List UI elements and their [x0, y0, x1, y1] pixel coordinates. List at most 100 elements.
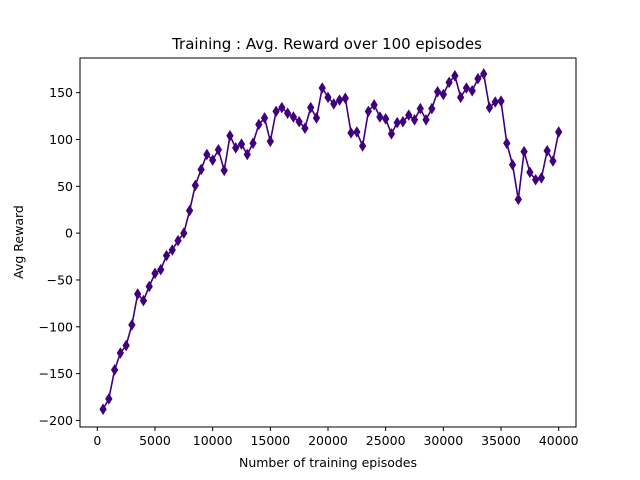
data-point-marker: [480, 68, 488, 80]
data-point-marker: [474, 72, 482, 85]
y-tick-label: 150: [49, 85, 73, 100]
data-point-marker: [203, 148, 211, 161]
data-point-marker: [318, 82, 326, 94]
x-tick-label: 40000: [539, 433, 579, 448]
y-tick-label: 100: [49, 132, 73, 147]
data-point-marker: [237, 138, 246, 150]
data-point-marker: [376, 111, 384, 123]
data-point-marker: [358, 140, 367, 152]
data-point-marker: [439, 88, 448, 101]
data-point-marker: [208, 154, 217, 166]
data-point-marker: [433, 85, 442, 98]
data-point-marker: [278, 101, 286, 114]
data-point-marker: [370, 99, 378, 111]
data-point-marker: [353, 126, 361, 138]
data-point-marker: [312, 112, 321, 124]
y-tick-label: −50: [47, 272, 73, 287]
data-point-marker: [283, 107, 292, 120]
data-point-marker: [387, 128, 396, 140]
y-tick-label: 50: [57, 179, 73, 194]
data-point-marker: [422, 114, 430, 126]
x-tick-label: 20000: [308, 433, 348, 448]
data-point-marker: [220, 164, 228, 177]
data-point-marker: [162, 249, 171, 262]
data-point-marker: [139, 294, 148, 307]
data-point-marker: [128, 319, 136, 331]
data-point-marker: [405, 109, 413, 121]
y-tick-label: −200: [39, 413, 73, 428]
data-point-marker: [260, 112, 269, 124]
data-point-marker: [335, 94, 344, 106]
data-point-marker: [416, 102, 424, 115]
data-point-marker: [226, 129, 234, 142]
data-point-marker: [330, 98, 338, 110]
data-point-marker: [526, 166, 534, 179]
data-point-marker: [503, 137, 511, 149]
x-tick-label: 5000: [139, 433, 171, 448]
y-axis: −200 −150 −100 −50 0 50 100 150: [39, 85, 80, 428]
data-point-marker: [289, 111, 298, 123]
x-tick-label: 30000: [423, 433, 463, 448]
data-point-marker: [301, 122, 309, 135]
data-point-marker: [174, 234, 182, 247]
data-point-marker: [491, 96, 499, 108]
data-point-marker: [451, 70, 459, 82]
x-axis-label: Number of training episodes: [239, 455, 417, 470]
data-point-marker: [249, 137, 257, 149]
data-point-marker: [324, 91, 332, 104]
x-tick-label: 25000: [366, 433, 406, 448]
data-point-marker: [266, 135, 274, 148]
data-point-marker: [295, 115, 303, 128]
data-point-marker: [543, 144, 551, 157]
data-point-marker: [428, 102, 436, 115]
data-point-marker: [99, 403, 107, 415]
y-tick-label: −150: [39, 366, 73, 381]
data-point-marker: [191, 179, 200, 192]
data-point-marker: [399, 115, 407, 128]
data-point-marker: [410, 114, 419, 126]
data-point-marker: [549, 155, 557, 167]
data-point-marker: [307, 101, 315, 114]
data-point-marker: [497, 95, 505, 107]
data-point-marker: [232, 142, 240, 154]
data-point-marker: [555, 126, 563, 138]
data-point-marker: [462, 82, 471, 94]
data-point-marker: [134, 288, 142, 300]
data-point-marker: [185, 204, 194, 217]
y-tick-label: −100: [39, 319, 73, 334]
data-point-marker: [243, 148, 251, 161]
data-point-marker: [197, 163, 205, 176]
chart-title: Training : Avg. Reward over 100 episodes: [171, 35, 482, 53]
data-point-marker: [485, 101, 494, 114]
y-tick-label: 0: [65, 226, 73, 241]
data-point-marker: [180, 227, 188, 239]
data-point-marker: [255, 118, 263, 131]
data-point-marker: [214, 144, 223, 156]
y-axis-label: Avg Reward: [11, 205, 26, 279]
x-tick-label: 15000: [250, 433, 290, 448]
data-point-marker: [537, 172, 546, 184]
data-point-marker: [151, 267, 159, 280]
data-point-marker: [393, 116, 401, 129]
data-point-marker: [122, 339, 130, 352]
data-point-marker: [116, 347, 125, 359]
data-point-marker: [531, 173, 540, 186]
x-tick-label: 10000: [193, 433, 233, 448]
data-point-marker: [341, 92, 349, 105]
data-point-marker: [445, 76, 453, 89]
data-point-marker: [382, 113, 390, 125]
data-point-marker: [145, 280, 153, 293]
data-point-marker: [456, 91, 465, 104]
data-point-marker: [347, 127, 355, 139]
plot-area: [99, 68, 563, 415]
data-point-marker: [520, 145, 528, 158]
data-point-marker: [364, 105, 373, 118]
data-point-marker: [105, 393, 113, 405]
x-axis: 0 5000 10000 15000 20000 25000 30000 35000 40000: [93, 427, 579, 448]
data-point-marker: [157, 263, 165, 276]
data-point-marker: [272, 105, 280, 118]
x-tick-label: 35000: [481, 433, 521, 448]
data-point-marker: [514, 193, 522, 206]
